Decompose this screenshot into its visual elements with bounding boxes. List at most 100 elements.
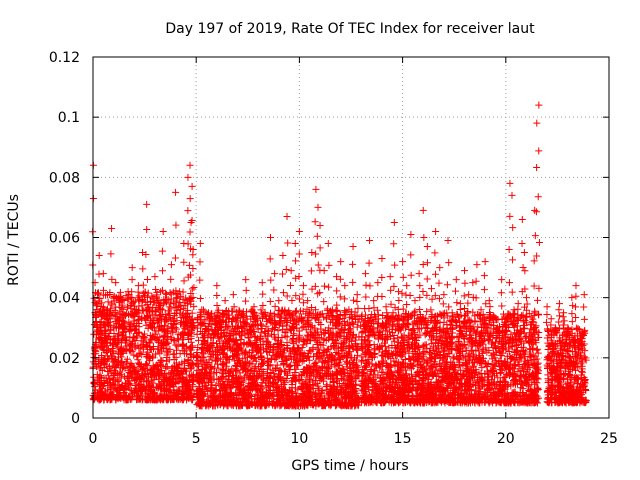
data-point bbox=[127, 359, 135, 367]
data-point bbox=[120, 385, 128, 393]
data-point bbox=[123, 355, 131, 363]
data-point bbox=[90, 345, 98, 353]
data-point bbox=[352, 363, 360, 371]
data-point bbox=[172, 359, 180, 367]
data-point bbox=[98, 354, 106, 362]
data-point bbox=[117, 296, 125, 304]
data-point bbox=[111, 355, 119, 363]
data-point bbox=[163, 351, 171, 359]
data-point bbox=[205, 359, 213, 367]
data-point bbox=[134, 342, 142, 350]
data-point bbox=[147, 297, 155, 305]
data-point bbox=[133, 385, 141, 393]
data-point bbox=[133, 352, 141, 360]
data-point bbox=[294, 386, 302, 394]
data-point bbox=[151, 363, 159, 371]
data-point bbox=[179, 341, 187, 349]
data-point bbox=[161, 311, 169, 319]
data-point bbox=[165, 369, 173, 377]
data-point bbox=[185, 316, 193, 324]
data-point bbox=[152, 327, 160, 335]
data-point bbox=[101, 379, 109, 387]
data-point bbox=[239, 313, 247, 321]
data-point bbox=[301, 338, 309, 346]
data-point bbox=[343, 363, 351, 371]
data-point bbox=[169, 350, 177, 358]
data-point bbox=[322, 315, 330, 323]
data-point bbox=[95, 373, 103, 381]
data-point bbox=[123, 375, 131, 383]
data-point bbox=[112, 317, 120, 325]
data-point bbox=[141, 288, 149, 296]
data-point bbox=[225, 311, 233, 319]
data-point bbox=[188, 372, 196, 380]
data-point bbox=[98, 392, 106, 400]
data-point bbox=[174, 378, 182, 386]
data-point bbox=[157, 288, 165, 296]
data-point bbox=[98, 329, 106, 337]
data-point bbox=[140, 374, 148, 382]
data-point bbox=[130, 351, 138, 359]
data-point bbox=[136, 360, 144, 368]
data-point bbox=[160, 321, 168, 329]
data-point bbox=[116, 386, 124, 394]
data-point bbox=[166, 300, 174, 308]
data-point bbox=[146, 387, 154, 395]
data-point bbox=[106, 375, 114, 383]
data-point bbox=[146, 354, 154, 362]
data-point bbox=[340, 317, 348, 325]
data-point bbox=[267, 309, 275, 317]
data-point bbox=[112, 394, 120, 402]
data-point bbox=[339, 314, 347, 322]
data-point bbox=[171, 312, 179, 320]
data-point bbox=[152, 350, 160, 358]
data-point bbox=[121, 383, 129, 391]
data-point bbox=[139, 384, 147, 392]
data-point bbox=[534, 349, 542, 357]
data-point bbox=[100, 360, 108, 368]
data-point bbox=[181, 378, 189, 386]
data-point bbox=[306, 391, 314, 399]
data-point bbox=[129, 364, 137, 372]
data-point bbox=[127, 301, 135, 309]
data-point bbox=[323, 381, 331, 389]
data-point bbox=[533, 345, 541, 353]
data-point bbox=[187, 346, 195, 354]
data-point bbox=[166, 289, 174, 297]
data-point bbox=[179, 336, 187, 344]
data-point bbox=[117, 364, 125, 372]
data-point bbox=[185, 331, 193, 339]
data-point bbox=[323, 371, 331, 379]
data-point bbox=[172, 325, 180, 333]
data-point bbox=[146, 357, 154, 365]
data-point bbox=[96, 365, 104, 373]
data-point bbox=[120, 363, 128, 371]
data-point bbox=[257, 353, 265, 361]
data-point bbox=[131, 343, 139, 351]
data-point bbox=[115, 298, 123, 306]
data-point bbox=[134, 288, 142, 296]
data-point bbox=[176, 350, 184, 358]
data-point bbox=[179, 304, 187, 312]
data-point bbox=[168, 364, 176, 372]
data-point bbox=[185, 329, 193, 337]
data-point bbox=[110, 370, 118, 378]
data-point bbox=[164, 387, 172, 395]
data-point bbox=[258, 309, 266, 317]
data-point bbox=[179, 334, 187, 342]
data-point bbox=[144, 367, 152, 375]
data-point bbox=[174, 395, 182, 403]
data-point bbox=[266, 361, 274, 369]
data-point bbox=[150, 376, 158, 384]
data-point bbox=[153, 336, 161, 344]
data-point bbox=[144, 378, 152, 386]
data-point bbox=[140, 293, 148, 301]
data-point bbox=[178, 370, 186, 378]
data-point bbox=[151, 330, 159, 338]
data-point bbox=[187, 365, 195, 373]
data-point bbox=[145, 381, 153, 389]
data-point bbox=[113, 343, 121, 351]
data-point bbox=[142, 343, 150, 351]
data-point bbox=[181, 390, 189, 398]
